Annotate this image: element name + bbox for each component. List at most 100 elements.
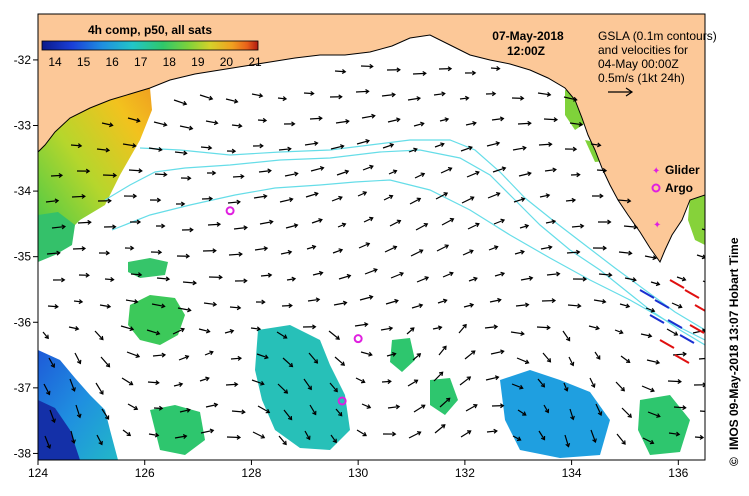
velocity-vector — [208, 274, 223, 280]
y-tick-label: -36 — [14, 315, 32, 329]
velocity-vector — [615, 381, 625, 392]
velocity-vector — [330, 144, 345, 150]
velocity-vector — [78, 272, 90, 278]
sst-patch-e — [390, 338, 415, 372]
velocity-vector — [179, 125, 194, 131]
velocity-vector-fast — [684, 289, 700, 299]
sst-patch-a — [128, 295, 185, 345]
velocity-vector — [592, 245, 608, 251]
velocity-vector — [494, 271, 506, 277]
velocity-vector — [355, 88, 370, 94]
velocity-vector — [668, 431, 681, 437]
velocity-vector — [231, 409, 246, 415]
velocity-vector-fast — [659, 339, 675, 349]
velocity-vector — [355, 377, 366, 384]
velocity-vector — [306, 244, 317, 250]
velocity-vector — [538, 141, 553, 147]
velocity-vector — [439, 117, 450, 123]
y-tick-label: -34 — [14, 184, 32, 198]
velocity-vector — [148, 432, 160, 438]
velocity-vector — [337, 222, 347, 228]
velocity-vector — [201, 196, 214, 202]
velocity-vector — [382, 143, 395, 149]
velocity-vector — [335, 119, 350, 124]
velocity-vector-fast — [654, 299, 670, 309]
plot-frame — [37, 13, 706, 461]
velocity-vector — [304, 140, 319, 146]
velocity-vector — [597, 219, 612, 225]
velocity-vector — [515, 302, 530, 308]
velocity-vector — [203, 301, 218, 307]
velocity-vector — [614, 329, 624, 335]
sst-patches — [38, 88, 705, 460]
velocity-vector — [441, 217, 455, 226]
velocity-vector — [330, 434, 337, 444]
land-australia — [38, 14, 705, 264]
velocity-vector — [538, 430, 546, 441]
velocity-vector — [156, 276, 171, 282]
velocity-vector — [225, 98, 239, 104]
velocity-vector — [647, 411, 661, 418]
velocity-vector — [338, 273, 352, 280]
x-tick-label: 130 — [348, 466, 368, 480]
velocity-vector — [468, 276, 478, 282]
velocity-vector — [537, 378, 546, 388]
velocity-vector — [312, 270, 324, 276]
velocity-vector — [257, 405, 271, 414]
velocity-vector — [281, 303, 293, 309]
velocity-vector — [75, 404, 82, 419]
velocity-vector — [179, 407, 191, 413]
velocity-vector-fast — [669, 279, 685, 289]
velocity-vector — [202, 248, 217, 254]
velocity-vector — [563, 96, 578, 102]
velocity-vector — [104, 276, 115, 282]
sst-patch-coast-se — [688, 192, 705, 245]
velocity-vector — [253, 193, 268, 199]
x-tick-label: 126 — [135, 466, 155, 480]
velocity-vector — [541, 298, 557, 304]
velocity-vector — [127, 117, 141, 123]
colorbar-tick-label: 14 — [48, 55, 62, 69]
velocity-vector — [96, 434, 103, 446]
velocity-vector — [232, 173, 245, 179]
velocity-vector — [569, 121, 584, 127]
velocity-vector — [125, 299, 139, 305]
colorbar-gradient — [41, 40, 259, 51]
velocity-vector — [304, 430, 311, 441]
velocity-vector — [228, 251, 243, 257]
velocity-vector — [596, 167, 608, 173]
velocity-vector — [381, 379, 392, 385]
gsla-contours — [104, 139, 705, 346]
velocity-vector — [460, 145, 473, 152]
sst-warm-patch-northwest — [38, 88, 152, 248]
velocity-vector — [571, 223, 585, 229]
velocity-vector — [331, 195, 343, 202]
markers-layer: ✦ — [225, 206, 661, 406]
velocity-vector — [466, 170, 480, 178]
map-date: 07-May-2018 — [492, 29, 564, 43]
velocity-vector — [46, 250, 61, 256]
velocity-vector — [514, 249, 525, 255]
velocity-vector — [172, 327, 185, 335]
velocity-vector — [44, 435, 52, 450]
velocity-vector — [360, 63, 374, 69]
velocity-vector — [463, 302, 475, 308]
gsla-contour-1 — [104, 149, 705, 346]
velocity-vector — [701, 228, 705, 231]
velocity-vector-fast — [679, 334, 695, 344]
velocity-vector — [43, 383, 51, 396]
velocity-vector — [593, 298, 607, 304]
velocity-vector — [174, 434, 188, 439]
velocity-vector — [671, 302, 683, 309]
sst-patch-h — [638, 395, 690, 455]
velocity-vector — [492, 166, 507, 173]
velocity-vector — [413, 121, 425, 127]
velocity-vector — [386, 67, 401, 73]
velocity-vector — [569, 408, 575, 421]
velocity-vector — [154, 172, 168, 178]
velocity-vector — [121, 377, 134, 386]
velocity-vector — [646, 359, 661, 365]
velocity-vector-fast — [689, 324, 705, 334]
sst-patch-f — [500, 370, 610, 458]
